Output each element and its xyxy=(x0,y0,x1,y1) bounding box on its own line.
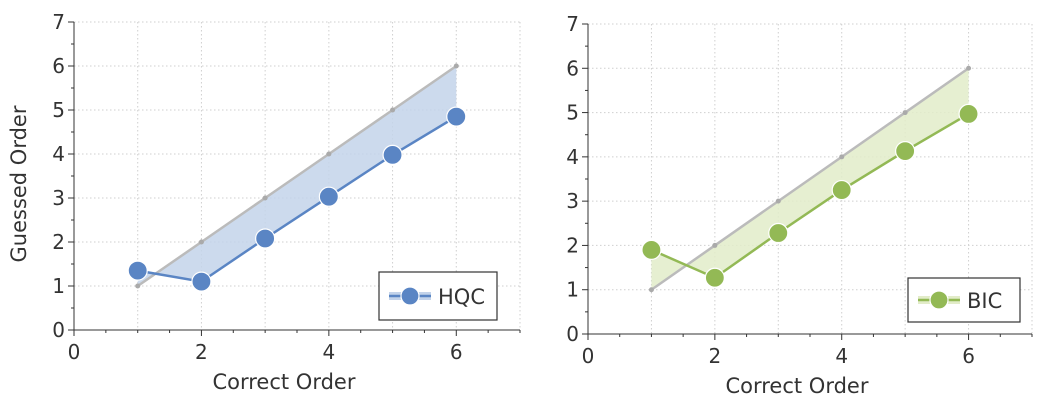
x-tick-label: 6 xyxy=(450,340,463,364)
legend-marker xyxy=(400,286,420,306)
x-axis-label: Correct Order xyxy=(212,370,355,394)
data-point xyxy=(895,141,916,162)
y-axis-label: Guessed Order xyxy=(7,105,31,262)
data-point xyxy=(382,144,403,165)
data-point xyxy=(958,103,979,125)
data-point xyxy=(641,239,662,260)
reference-point xyxy=(198,239,204,245)
data-point xyxy=(768,222,789,244)
x-tick-label: 2 xyxy=(195,340,208,364)
y-tick-label: 0 xyxy=(52,318,65,342)
y-tick-label: 7 xyxy=(566,12,579,36)
x-axis-label: Correct Order xyxy=(725,374,868,398)
chart-panel-1: 0 2 4 6 0 1 2 3 4 5 6 7 Correct Order Guessed Order HQ… xyxy=(7,10,521,394)
data-point xyxy=(191,271,212,292)
legend-label: BIC xyxy=(967,289,1002,313)
series-line-bic xyxy=(650,112,970,280)
y-tick-label: 4 xyxy=(566,145,579,169)
x-tick-label: 6 xyxy=(962,344,975,368)
data-point xyxy=(704,267,725,288)
reference-point xyxy=(262,195,268,201)
y-tick-label: 3 xyxy=(52,186,65,210)
legend-marker xyxy=(929,290,949,310)
reference-point xyxy=(453,63,459,69)
y-tick-label: 1 xyxy=(566,278,579,302)
reference-point xyxy=(648,287,654,293)
x-tick-label: 0 xyxy=(582,344,595,368)
legend-label: HQC xyxy=(438,285,485,309)
data-point xyxy=(446,106,467,127)
y-tick-label: 6 xyxy=(566,56,579,80)
data-point xyxy=(318,186,339,207)
legend: HQC xyxy=(378,271,498,321)
reference-point xyxy=(966,65,972,71)
data-point xyxy=(831,179,852,201)
x-tick-label: 0 xyxy=(68,340,81,364)
series-line-hqc xyxy=(137,115,457,283)
reference-point xyxy=(775,198,781,204)
y-tick-label: 5 xyxy=(52,98,65,122)
y-tick-label: 2 xyxy=(566,233,579,257)
reference-line xyxy=(137,64,457,288)
reference-line xyxy=(650,67,970,291)
reference-point xyxy=(390,107,396,113)
y-tick-label: 4 xyxy=(52,142,65,166)
y-tick-label: 3 xyxy=(566,189,579,213)
x-tick-label: 4 xyxy=(835,344,848,368)
x-tick-label: 2 xyxy=(708,344,721,368)
reference-point xyxy=(135,283,141,289)
chart-panel-2: 0 2 4 6 0 1 2 3 4 5 6 7 Correct Order BIC xyxy=(566,12,1033,398)
y-tick-label: 1 xyxy=(52,274,65,298)
reference-point xyxy=(326,151,332,157)
legend: BIC xyxy=(907,277,1021,323)
reference-point xyxy=(712,242,718,248)
x-tick-label: 4 xyxy=(322,340,335,364)
data-point xyxy=(127,260,148,281)
y-tick-label: 7 xyxy=(52,10,65,34)
reference-point xyxy=(839,154,845,160)
y-tick-label: 5 xyxy=(566,101,579,125)
y-tick-label: 0 xyxy=(566,322,579,346)
y-tick-label: 2 xyxy=(52,230,65,254)
y-tick-label: 6 xyxy=(52,54,65,78)
reference-point xyxy=(902,110,908,116)
data-point xyxy=(255,228,276,249)
